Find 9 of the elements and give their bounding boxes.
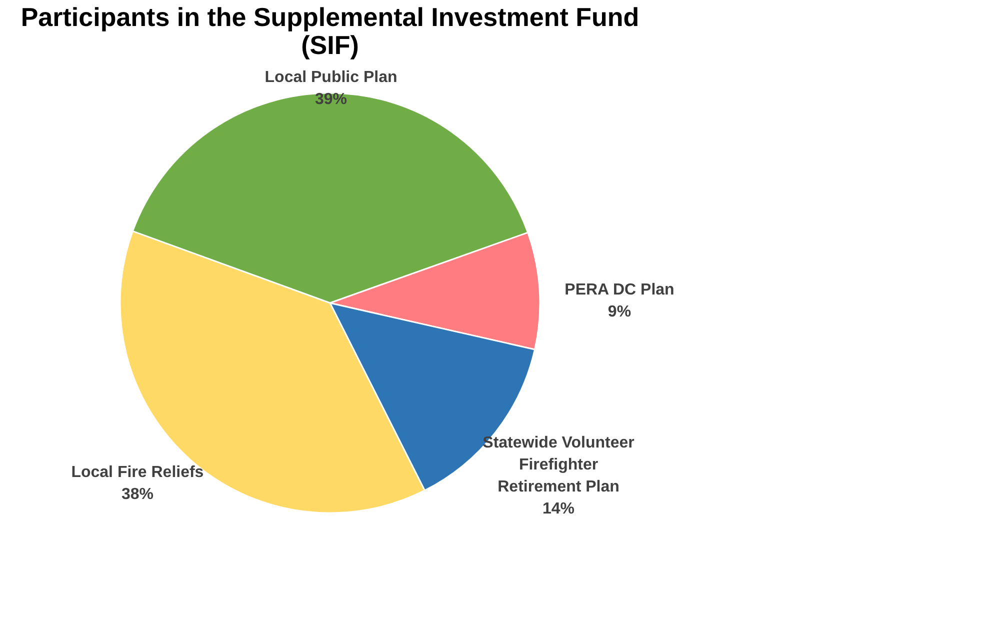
slice-label: PERA DC Plan [564,282,674,299]
data-label: 9% [608,304,632,321]
data-label: 39% [314,90,348,108]
slice-label: Local Fire Reliefs [71,464,204,482]
slice-label: Statewide Volunteer Firefighter Retirement Plan [482,434,634,496]
chart-title: Participants in the Supplemental Investment Fund (SIF) [20,2,640,60]
data-label: 38% [121,486,154,504]
data-label: 14% [542,500,575,518]
slice-label: Local Public Plan [264,68,398,86]
